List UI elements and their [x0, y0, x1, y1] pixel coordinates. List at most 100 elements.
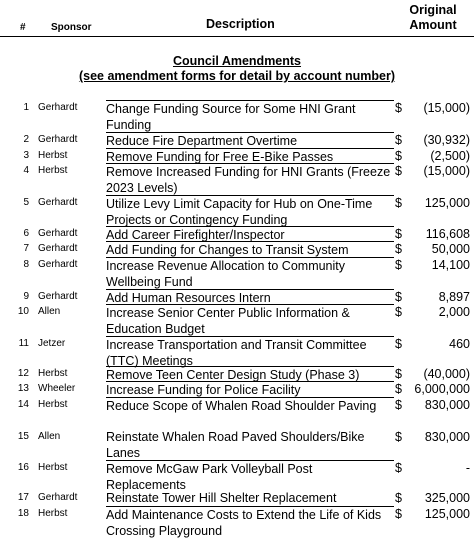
column-header-description: Description — [206, 17, 275, 31]
row-number: 11 — [18, 338, 29, 349]
row-amount: 830,000 — [424, 398, 470, 412]
row-description: Add Career Firefighter/Inspector — [106, 226, 394, 243]
row-amount: 116,608 — [425, 227, 470, 241]
dollar-sign: $ — [395, 290, 402, 304]
row-sponsor: Wheeler — [38, 383, 76, 394]
row-amount: 2,000 — [438, 305, 470, 319]
description-line: Reduce Fire Department Overtime — [106, 134, 298, 148]
row-amount: 325,000 — [424, 491, 470, 505]
row-number: 2 — [23, 134, 29, 145]
row-description: Reduce Scope of Whalen Road Shoulder Pav… — [106, 397, 394, 414]
dollar-sign: $ — [395, 398, 402, 412]
row-sponsor: Gerhardt — [38, 228, 78, 239]
description-line: Crossing Playground — [106, 524, 223, 538]
row-description: Change Funding Source for Some HNI Grant… — [106, 100, 394, 133]
row-number: 7 — [23, 243, 29, 254]
dollar-sign: $ — [395, 337, 402, 351]
row-description: Increase Funding for Police Facility — [106, 381, 394, 398]
description-line: Add Funding for Changes to Transit Syste… — [106, 243, 349, 257]
row-sponsor: Herbst — [38, 462, 68, 473]
original-amount-line2: Amount — [409, 18, 457, 32]
row-description: Remove Funding for Free E-Bike Passes — [106, 148, 394, 165]
description-line: Increase Funding for Police Facility — [106, 383, 301, 397]
row-sponsor: Gerhardt — [38, 243, 78, 254]
row-amount: (15,000) — [423, 101, 470, 115]
description-line: Remove Funding for Free E-Bike Passes — [106, 150, 334, 164]
row-description: Utilize Levy Limit Capacity for Hub on O… — [106, 195, 394, 228]
row-sponsor: Gerhardt — [38, 197, 78, 208]
row-amount: (40,000) — [423, 367, 470, 381]
row-sponsor: Herbst — [38, 150, 68, 161]
row-number: 4 — [23, 165, 29, 176]
description-line: Utilize Levy Limit Capacity for Hub on O… — [106, 197, 373, 211]
row-description: Reduce Fire Department Overtime — [106, 132, 394, 149]
description-line: Reduce Scope of Whalen Road Shoulder Pav… — [106, 399, 377, 413]
row-description: Increase Transportation and Transit Comm… — [106, 336, 394, 369]
dollar-sign: $ — [395, 242, 402, 256]
row-number: 16 — [17, 462, 29, 473]
description-line: Funding — [106, 118, 152, 132]
original-amount-line1: Original — [409, 3, 457, 17]
column-header-sponsor: Sponsor — [51, 22, 92, 33]
row-amount: (15,000) — [423, 164, 470, 178]
dollar-sign: $ — [395, 133, 402, 147]
dollar-sign: $ — [395, 507, 402, 521]
row-number: 1 — [23, 102, 29, 113]
description-line: (TTC) Meetings — [106, 354, 193, 368]
row-sponsor: Gerhardt — [38, 291, 78, 302]
row-amount: 125,000 — [424, 196, 470, 210]
description-line: Change Funding Source for Some HNI Grant — [106, 102, 356, 116]
description-line: Remove Increased Funding for HNI Grants … — [106, 165, 391, 179]
row-description: Remove McGaw Park Volleyball Post Replac… — [106, 460, 394, 493]
description-line: Add Career Firefighter/Inspector — [106, 228, 285, 242]
description-line: Increase Transportation and Transit Comm… — [106, 338, 367, 352]
row-description: Increase Revenue Allocation to Community… — [106, 257, 394, 290]
description-line: Education Budget — [106, 322, 205, 336]
row-number: 12 — [17, 368, 29, 379]
row-amount: 14,100 — [431, 258, 470, 272]
row-amount: - — [465, 461, 470, 475]
row-number: 9 — [23, 291, 29, 302]
row-sponsor: Gerhardt — [38, 134, 78, 145]
row-sponsor: Allen — [38, 431, 61, 442]
row-sponsor: Gerhardt — [38, 492, 78, 503]
row-sponsor: Herbst — [38, 165, 68, 176]
row-number: 14 — [17, 399, 29, 410]
row-number: 17 — [17, 492, 29, 503]
dollar-sign: $ — [395, 227, 402, 241]
dollar-sign: $ — [395, 382, 402, 396]
description-line: Lanes — [106, 446, 141, 460]
description-line: Wellbeing Fund — [106, 275, 193, 289]
row-description: Add Maintenance Costs to Extend the Life… — [106, 506, 394, 539]
description-line: Remove Teen Center Design Study (Phase 3… — [106, 368, 360, 382]
dollar-sign: $ — [395, 101, 402, 115]
row-description: Remove Increased Funding for HNI Grants … — [106, 163, 394, 196]
dollar-sign: $ — [395, 491, 402, 505]
dollar-sign: $ — [395, 164, 402, 178]
dollar-sign: $ — [395, 258, 402, 272]
description-line: Reinstate Whalen Road Paved Shoulders/Bi… — [106, 430, 365, 444]
row-description: Reinstate Whalen Road Paved Shoulders/Bi… — [106, 429, 394, 461]
row-sponsor: Herbst — [38, 508, 68, 519]
row-amount: (30,932) — [423, 133, 470, 147]
description-line: Add Human Resources Intern — [106, 291, 271, 305]
row-amount: 8,897 — [438, 290, 470, 304]
column-header-original-amount: Original Amount — [400, 3, 466, 33]
row-description: Add Funding for Changes to Transit Syste… — [106, 241, 394, 258]
dollar-sign: $ — [395, 367, 402, 381]
row-description: Remove Teen Center Design Study (Phase 3… — [106, 366, 394, 383]
row-number: 8 — [23, 259, 29, 270]
row-description: Increase Senior Center Public Informatio… — [106, 304, 394, 337]
description-line: Projects or Contingency Funding — [106, 213, 288, 227]
description-line: Increase Revenue Allocation to Community — [106, 259, 346, 273]
row-amount: 125,000 — [424, 507, 470, 521]
row-number: 18 — [17, 508, 29, 519]
row-description: Reinstate Tower Hill Shelter Replacement — [106, 490, 394, 506]
dollar-sign: $ — [395, 305, 402, 319]
description-line: Add Maintenance Costs to Extend the Life… — [106, 508, 382, 522]
dollar-sign: $ — [395, 196, 402, 210]
row-number: 6 — [23, 228, 29, 239]
description-line: Reinstate Tower Hill Shelter Replacement — [106, 491, 337, 505]
header-divider — [0, 36, 474, 37]
row-sponsor: Allen — [38, 306, 61, 317]
